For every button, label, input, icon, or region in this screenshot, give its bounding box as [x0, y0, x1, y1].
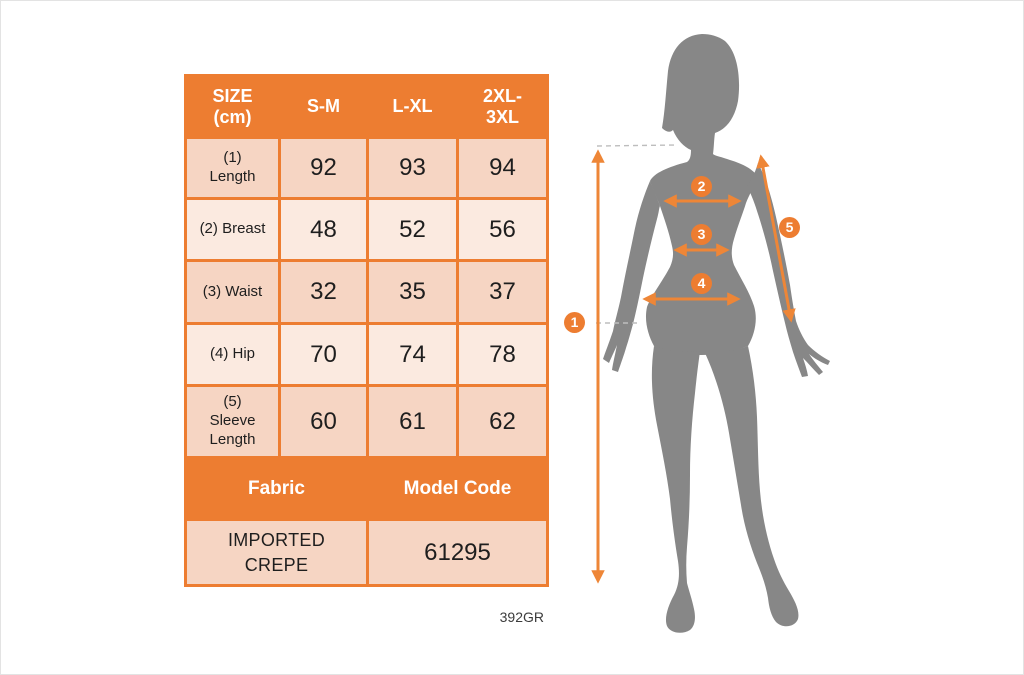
silhouette-left-leg — [651, 346, 700, 633]
size-table: SIZE (cm) S-M L-XL 2XL- 3XL — [184, 74, 549, 587]
figure-marker-2: 2 — [691, 176, 712, 197]
header-size-cm: SIZE (cm) — [184, 74, 281, 139]
measurement-arrows — [591, 149, 796, 584]
table-row-waist: (3) Waist 32 35 37 — [184, 259, 549, 325]
table-row-breast: (2) Breast 48 52 56 — [184, 197, 549, 262]
row-label-breast: (2) Breast — [184, 197, 281, 262]
waist-lxl-value: 35 — [366, 259, 459, 325]
footnote-code: 392GR — [499, 609, 544, 625]
body-silhouette — [603, 34, 830, 633]
breast-lxl-value: 52 — [366, 197, 459, 262]
silhouette-right-arm — [747, 163, 830, 377]
breast-2xl3xl-value: 56 — [456, 197, 549, 262]
figure-marker-3: 3 — [691, 224, 712, 245]
table-row-hip: (4) Hip 70 74 78 — [184, 322, 549, 387]
header-size-2xl3xl: 2XL- 3XL — [456, 74, 549, 139]
sleeve-lxl-value: 61 — [366, 384, 459, 459]
header-size-sm: S-M — [278, 74, 369, 139]
hip-sm-value: 70 — [278, 322, 369, 387]
sleeve-sm-value: 60 — [278, 384, 369, 459]
table-info-header-row: Fabric Model Code — [184, 456, 549, 521]
shoulder-dashed-line — [596, 144, 678, 147]
hip-lxl-value: 74 — [366, 322, 459, 387]
breast-sm-value: 48 — [278, 197, 369, 262]
length-lxl-value: 93 — [366, 136, 459, 200]
header-size-lxl: L-XL — [366, 74, 459, 139]
table-row-length: (1) Length 92 93 94 — [184, 136, 549, 200]
table-row-sleeve-length: (5) Sleeve Length 60 61 62 — [184, 384, 549, 459]
length-2xl3xl-value: 94 — [456, 136, 549, 200]
row-label-waist: (3) Waist — [184, 259, 281, 325]
figure-marker-1: 1 — [564, 312, 585, 333]
row-label-sleeve-length: (5) Sleeve Length — [184, 384, 281, 459]
figure-marker-5: 5 — [779, 217, 800, 238]
silhouette-right-leg — [705, 346, 799, 627]
header-size-line: SIZE — [212, 85, 253, 106]
row-label-hip: (4) Hip — [184, 322, 281, 387]
figure-marker-4: 4 — [691, 273, 712, 294]
sleeve-2xl3xl-value: 62 — [456, 384, 549, 459]
sleeve-arrow — [756, 154, 796, 323]
waist-sm-value: 32 — [278, 259, 369, 325]
hip-2xl3xl-value: 78 — [456, 322, 549, 387]
header-cm-line: (cm) — [213, 106, 252, 127]
dashed-guides — [596, 144, 678, 324]
table-header-row: SIZE (cm) S-M L-XL 2XL- 3XL — [184, 74, 549, 139]
length-sm-value: 92 — [278, 136, 369, 200]
row-label-length: (1) Length — [184, 136, 281, 200]
table-info-value-row: IMPORTED CREPE 61295 — [184, 518, 549, 587]
model-code-value: 61295 — [366, 518, 549, 587]
fabric-header: Fabric — [184, 456, 369, 521]
fabric-value: IMPORTED CREPE — [184, 518, 369, 587]
model-code-header: Model Code — [366, 456, 549, 521]
measurement-figure — [591, 34, 830, 633]
silhouette-left-arm — [603, 181, 660, 372]
waist-2xl3xl-value: 37 — [456, 259, 549, 325]
